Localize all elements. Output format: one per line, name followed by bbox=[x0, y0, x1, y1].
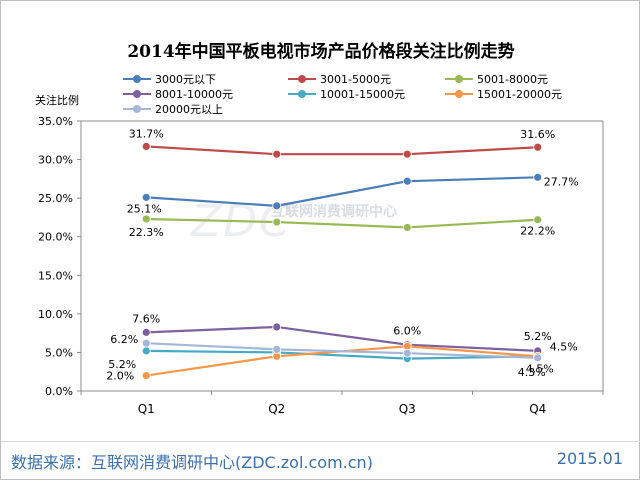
legend-label: 8001-10000元 bbox=[155, 88, 233, 101]
data-label: 5.2% bbox=[524, 330, 552, 343]
legend-marker bbox=[133, 90, 141, 98]
data-point bbox=[533, 172, 543, 182]
legend-marker bbox=[133, 75, 141, 83]
legend-swatch bbox=[123, 90, 151, 98]
legend-marker bbox=[298, 90, 306, 98]
legend-swatch bbox=[445, 90, 473, 98]
y-tick-label: 0.0% bbox=[45, 385, 73, 398]
series-line bbox=[146, 145, 538, 156]
legend-marker bbox=[455, 90, 463, 98]
data-point bbox=[272, 149, 282, 159]
data-label: 4.5% bbox=[550, 340, 578, 353]
legend-marker bbox=[133, 105, 141, 113]
legend-item: 20000元以上 bbox=[123, 101, 223, 117]
legend-label: 10001-15000元 bbox=[320, 88, 405, 101]
data-label: 6.2% bbox=[110, 333, 138, 346]
data-point bbox=[533, 215, 543, 225]
data-point bbox=[272, 201, 282, 211]
legend-label: 5001-8000元 bbox=[477, 73, 548, 86]
y-tick-label: 10.0% bbox=[38, 308, 73, 321]
data-point bbox=[402, 149, 412, 159]
legend-item: 3001-5000元 bbox=[288, 71, 391, 87]
report-date: 2015.01 bbox=[556, 449, 623, 468]
y-tick-label: 25.0% bbox=[38, 192, 73, 205]
series-line bbox=[146, 349, 538, 360]
data-point bbox=[141, 214, 151, 224]
y-tick-label: 35.0% bbox=[38, 115, 73, 128]
y-axis-label: 关注比例 bbox=[35, 94, 79, 107]
legend-label: 20000元以上 bbox=[155, 103, 223, 116]
data-point bbox=[272, 322, 282, 332]
data-source: 数据来源：互联网消费调研中心(ZDC.zol.com.cn) bbox=[11, 453, 373, 472]
series-line bbox=[146, 217, 538, 229]
legend-swatch bbox=[288, 90, 316, 98]
data-point bbox=[533, 353, 543, 363]
series-line bbox=[146, 176, 538, 207]
data-point bbox=[141, 371, 151, 380]
legend-item: 8001-10000元 bbox=[123, 86, 233, 102]
data-point bbox=[402, 348, 412, 358]
y-tick-label: 15.0% bbox=[38, 269, 73, 282]
series-line bbox=[146, 325, 538, 352]
data-point bbox=[141, 142, 151, 151]
data-label: 5.2% bbox=[108, 358, 136, 371]
data-label: 25.1% bbox=[127, 202, 162, 215]
data-point bbox=[272, 344, 282, 354]
data-point bbox=[402, 176, 412, 186]
legend-marker bbox=[298, 75, 306, 83]
legend-marker bbox=[455, 75, 463, 83]
data-point bbox=[141, 192, 151, 202]
data-point bbox=[141, 338, 151, 348]
legend-item: 10001-15000元 bbox=[288, 86, 405, 102]
data-point bbox=[533, 142, 543, 152]
data-label: 22.2% bbox=[520, 225, 555, 238]
legend-label: 3000元以下 bbox=[155, 73, 216, 86]
data-label: 7.6% bbox=[132, 312, 160, 325]
y-tick-label: 20.0% bbox=[38, 231, 73, 244]
legend-item: 3000元以下 bbox=[123, 71, 216, 87]
x-tick-label: Q3 bbox=[399, 402, 416, 416]
legend-swatch bbox=[123, 75, 151, 83]
footer-divider bbox=[1, 441, 640, 442]
x-tick-label: Q1 bbox=[138, 402, 155, 416]
data-label: 6.0% bbox=[393, 325, 421, 338]
series-line bbox=[146, 342, 538, 359]
data-label: 2.0% bbox=[106, 370, 134, 383]
x-tick-label: Q4 bbox=[529, 402, 546, 416]
data-point bbox=[402, 223, 412, 232]
y-tick-label: 30.0% bbox=[38, 154, 73, 167]
data-point bbox=[141, 346, 151, 356]
legend-item: 5001-8000元 bbox=[445, 71, 548, 87]
x-tick-label: Q2 bbox=[268, 402, 285, 416]
legend-item: 15001-20000元 bbox=[445, 86, 562, 102]
data-label: 27.7% bbox=[544, 175, 579, 188]
chart-title: 2014年中国平板电视市场产品价格段关注比例走势 bbox=[127, 42, 515, 62]
legend-swatch bbox=[445, 75, 473, 83]
data-label: 31.7% bbox=[129, 127, 164, 140]
line-chart: 0.0% 5.0% 10.0% 15.0% 20.0% 25.0% 30.0% 35.0% Q1… bbox=[38, 115, 604, 416]
data-label: 31.6% bbox=[520, 128, 555, 141]
y-tick-label: 5.0% bbox=[45, 346, 73, 359]
legend-swatch bbox=[288, 75, 316, 83]
legend-swatch bbox=[123, 105, 151, 113]
data-label: 22.3% bbox=[129, 226, 164, 239]
data-point bbox=[141, 327, 151, 337]
data-label: 4.3% bbox=[518, 366, 546, 379]
watermark-text: 互联网消费调研中心 bbox=[271, 204, 397, 220]
data-point bbox=[272, 217, 282, 227]
data-label: 4.5% bbox=[526, 362, 554, 375]
legend-label: 3001-5000元 bbox=[320, 73, 391, 86]
legend-label: 15001-20000元 bbox=[477, 88, 562, 101]
